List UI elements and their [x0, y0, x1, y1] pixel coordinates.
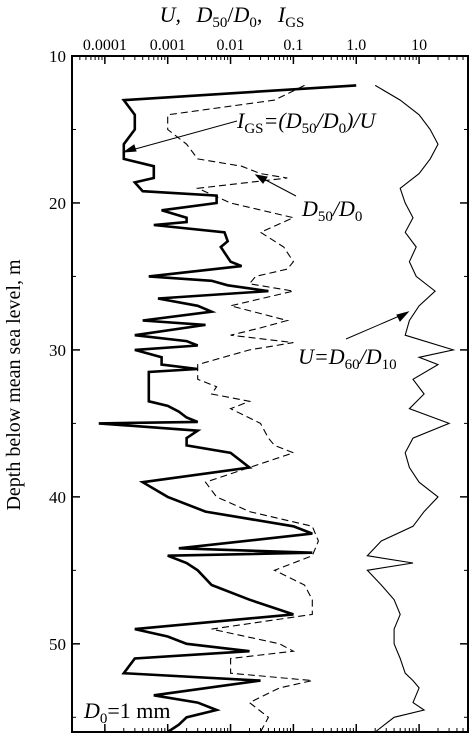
- y-tick-label: 20: [49, 194, 66, 213]
- arrow-igs-head: [122, 144, 137, 153]
- title-d0-sub: 0: [249, 15, 257, 31]
- annotation-u-main: U=D: [298, 344, 345, 369]
- series-u-line: [366, 84, 456, 733]
- annotation-igs-rest3: )/U: [344, 108, 377, 133]
- x-tick-label: 0.0001: [83, 37, 127, 54]
- title-u: U,: [160, 2, 181, 27]
- annotation-u: U=D60/D10: [298, 344, 397, 373]
- annotation-d50d0-rest: /D: [331, 196, 355, 221]
- title-igs-sub: GS: [285, 15, 304, 31]
- annotation-d50d0-sub2: 0: [355, 209, 363, 225]
- annotation-u-rest: /D: [358, 344, 382, 369]
- annotation-igs-sub3: 0: [339, 121, 347, 137]
- arrow-d50d0-head: [254, 174, 268, 184]
- x-tick-label: 1.0: [346, 37, 366, 54]
- annotation-d0-sub: 0: [100, 711, 108, 727]
- annotation-u-sub2: 10: [382, 357, 397, 373]
- title-comma: ,: [257, 2, 263, 27]
- arrow-u-head: [396, 311, 410, 322]
- annotation-igs-sub: GS: [244, 121, 263, 137]
- annotation-d0: D0=1 mm: [83, 698, 171, 727]
- x-tick-label: 0.001: [150, 37, 186, 54]
- annotation-igs-rest1: =(D: [264, 108, 302, 133]
- annotation-d50d0-main: D: [301, 196, 318, 221]
- arrow-igs: [127, 120, 238, 152]
- annotation-igs-main: I: [236, 108, 246, 133]
- annotation-d0-rest: =1 mm: [107, 698, 170, 723]
- plot-frame: [71, 55, 469, 733]
- y-axis-label: Depth below mean sea level, m: [3, 259, 25, 510]
- title-igs: I: [277, 2, 287, 27]
- y-tick-label: 50: [49, 635, 66, 654]
- series-igs-line: [98, 84, 357, 734]
- chart-title: U, D50/D0, IGS: [160, 2, 305, 31]
- y-tick-label: 10: [49, 47, 66, 66]
- arrow-u: [345, 313, 405, 340]
- x-tick-label: 0.1: [283, 37, 303, 54]
- annotation-u-sub: 60: [345, 357, 360, 373]
- annotation-igs: IGS=(D50/D0)/U: [236, 108, 378, 137]
- annotation-arrows: [122, 120, 410, 340]
- title-d0: D: [233, 2, 250, 27]
- series-layer: [98, 84, 456, 734]
- title-d50: D: [195, 2, 212, 27]
- series-d50d0-line: [167, 84, 319, 733]
- title-slash: /: [227, 2, 234, 27]
- annotation-d0-main: D: [83, 698, 100, 723]
- y-tick-label: 30: [49, 341, 66, 360]
- annotation-igs-sub2: 50: [302, 121, 317, 137]
- title-d50-sub: 50: [212, 15, 227, 31]
- annotation-d50d0: D50/D0: [301, 196, 362, 225]
- x-tick-label: 0.01: [217, 37, 245, 54]
- arrow-d50d0: [259, 176, 297, 197]
- annotation-d50d0-sub: 50: [318, 209, 333, 225]
- annotation-igs-rest2: /D: [315, 108, 339, 133]
- tick-layer: 0.0001 0.001 0.01 0.1 1.0 10 10 20 30 40 50: [49, 37, 469, 732]
- y-tick-label: 40: [49, 488, 66, 507]
- x-tick-label: 10: [411, 37, 427, 54]
